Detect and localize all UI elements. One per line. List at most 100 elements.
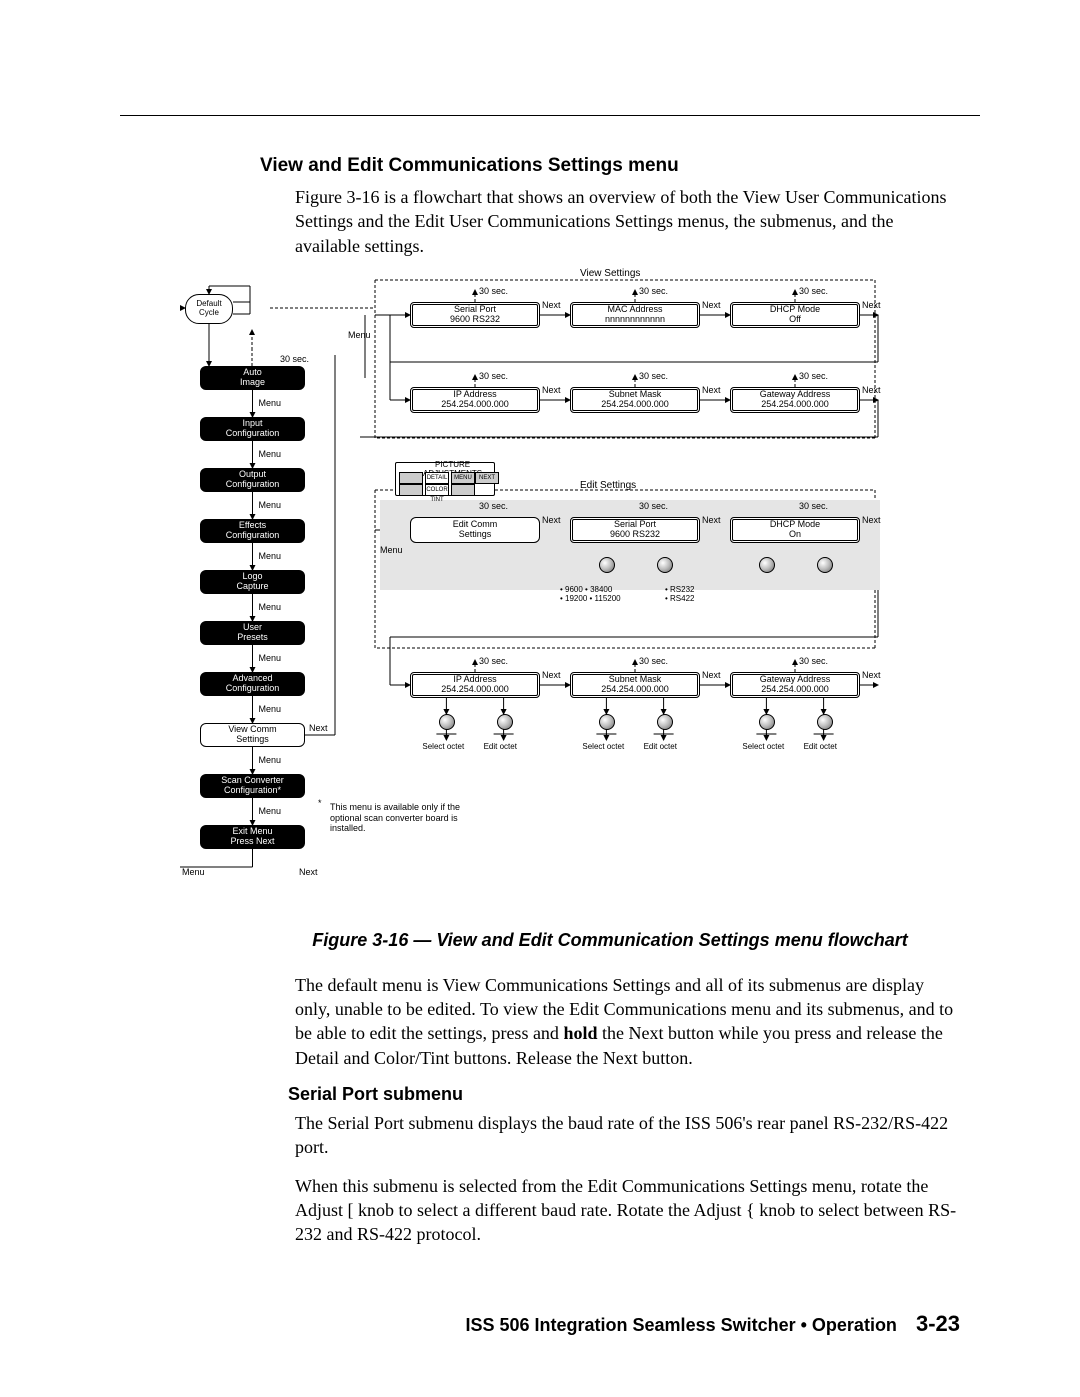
next-label: Next: [862, 300, 881, 310]
panel-button: MENU: [451, 472, 475, 484]
value-node: Edit CommSettings: [410, 517, 540, 543]
select-octet-label: Select octet: [422, 742, 464, 751]
thirty-sec-label: 30 sec.: [479, 371, 508, 381]
left-menu-node: EffectsConfiguration: [200, 519, 305, 543]
protocol-options: • RS232• RS422: [665, 585, 725, 603]
body-paragraph-3: When this submenu is selected from the E…: [295, 1174, 960, 1247]
panel-button: [451, 484, 475, 496]
adjust-knob-icon: [657, 714, 673, 730]
figure-caption: Figure 3-16 — View and Edit Communicatio…: [260, 930, 960, 951]
adjust-knob-icon: [497, 714, 513, 730]
value-node: Gateway Address254.254.000.000: [730, 387, 860, 413]
panel-button: DETAIL: [425, 472, 449, 484]
thirty-sec-label: 30 sec.: [639, 286, 668, 296]
thirty-sec-label: 30 sec.: [479, 286, 508, 296]
next-label: Next: [542, 670, 561, 680]
default-cycle-node: DefaultCycle: [185, 294, 233, 324]
next-label: Next: [862, 515, 881, 525]
thirty-sec-label: 30 sec.: [639, 371, 668, 381]
left-menu-node: UserPresets: [200, 621, 305, 645]
edit-octet-label: Edit octet: [644, 742, 677, 751]
left-menu-node: Scan ConverterConfiguration*: [200, 774, 305, 798]
menu-label: Menu: [259, 653, 282, 663]
menu-label: Menu: [259, 755, 282, 765]
thirty-sec-label: 30 sec.: [799, 371, 828, 381]
next-label: Next: [702, 670, 721, 680]
panel-button: NEXT: [475, 472, 499, 484]
adjust-knob-icon: [817, 557, 833, 573]
baud-options: • 9600 • 38400• 19200 • 115200: [560, 585, 680, 603]
view-settings-title: View Settings: [580, 268, 640, 279]
left-menu-node: AdvancedConfiguration: [200, 672, 305, 696]
thirty-sec-label: 30 sec.: [280, 354, 309, 364]
thirty-sec-label: 30 sec.: [479, 501, 508, 511]
value-node: DHCP ModeOff: [730, 302, 860, 328]
footer-page-number: 3-23: [916, 1311, 960, 1336]
thirty-sec-label: 30 sec.: [799, 656, 828, 666]
body-paragraph-1: The default menu is View Communications …: [295, 973, 960, 1070]
value-node: IP Address254.254.000.000: [410, 672, 540, 698]
menu-label: Menu: [259, 551, 282, 561]
left-menu-node: Exit MenuPress Next: [200, 825, 305, 849]
value-node: Serial Port9600 RS232: [570, 517, 700, 543]
select-octet-label: Select octet: [582, 742, 624, 751]
next-label: Next: [702, 385, 721, 395]
next-label: Next: [542, 515, 561, 525]
left-menu-node: OutputConfiguration: [200, 468, 305, 492]
horizontal-rule: [120, 115, 980, 116]
left-menu-node: InputConfiguration: [200, 417, 305, 441]
next-label: Next: [542, 300, 561, 310]
menu-label: Menu: [259, 602, 282, 612]
value-node: Gateway Address254.254.000.000: [730, 672, 860, 698]
value-node: Serial Port9600 RS232: [410, 302, 540, 328]
value-node: IP Address254.254.000.000: [410, 387, 540, 413]
menu-label: Menu: [259, 398, 282, 408]
edit-octet-label: Edit octet: [484, 742, 517, 751]
left-menu-node: AutoImage: [200, 366, 305, 390]
flowchart-diagram: View SettingsEdit SettingsDefaultCycleAu…: [180, 272, 880, 912]
next-label: Next: [299, 867, 318, 877]
page-footer: ISS 506 Integration Seamless Switcher • …: [465, 1311, 960, 1337]
section-heading: View and Edit Communications Settings me…: [260, 155, 960, 177]
menu-label: Menu: [182, 867, 205, 877]
value-node: DHCP Mode On: [730, 517, 860, 543]
next-label: Next: [702, 300, 721, 310]
menu-label: Menu: [259, 704, 282, 714]
panel-button: COLORTINT: [425, 484, 449, 496]
footer-text: ISS 506 Integration Seamless Switcher • …: [465, 1315, 896, 1335]
panel-button: [399, 472, 423, 484]
subsection-heading: Serial Port submenu: [288, 1084, 960, 1105]
left-menu-node: View CommSettings: [200, 723, 305, 747]
value-node: MAC Addressnnnnnnnnnnnn: [570, 302, 700, 328]
adjust-knob-icon: [817, 714, 833, 730]
menu-label: Menu: [348, 330, 371, 340]
adjust-knob-icon: [657, 557, 673, 573]
asterisk: *: [318, 798, 322, 808]
next-label: Next: [702, 515, 721, 525]
select-octet-label: Select octet: [742, 742, 784, 751]
asterisk-note: This menu is available only if the optio…: [330, 802, 470, 834]
intro-paragraph: Figure 3-16 is a flowchart that shows an…: [295, 185, 960, 258]
menu-label: Menu: [380, 545, 403, 555]
next-label: Next: [862, 385, 881, 395]
menu-label: Menu: [259, 449, 282, 459]
value-node: Subnet Mask254.254.000.000: [570, 672, 700, 698]
edit-octet-label: Edit octet: [804, 742, 837, 751]
thirty-sec-label: 30 sec.: [639, 501, 668, 511]
para1-bold: hold: [563, 1023, 597, 1043]
edit-shade: [380, 500, 880, 590]
thirty-sec-label: 30 sec.: [799, 501, 828, 511]
thirty-sec-label: 30 sec.: [479, 656, 508, 666]
menu-label: Menu: [259, 500, 282, 510]
thirty-sec-label: 30 sec.: [639, 656, 668, 666]
next-label: Next: [542, 385, 561, 395]
body-paragraph-2: The Serial Port submenu displays the bau…: [295, 1111, 960, 1160]
value-node: Subnet Mask254.254.000.000: [570, 387, 700, 413]
next-label: Next: [862, 670, 881, 680]
menu-label: Menu: [259, 806, 282, 816]
left-menu-node: LogoCapture: [200, 570, 305, 594]
thirty-sec-label: 30 sec.: [799, 286, 828, 296]
panel-button: [399, 484, 423, 496]
next-label: Next: [309, 723, 328, 733]
edit-settings-title: Edit Settings: [580, 480, 636, 491]
